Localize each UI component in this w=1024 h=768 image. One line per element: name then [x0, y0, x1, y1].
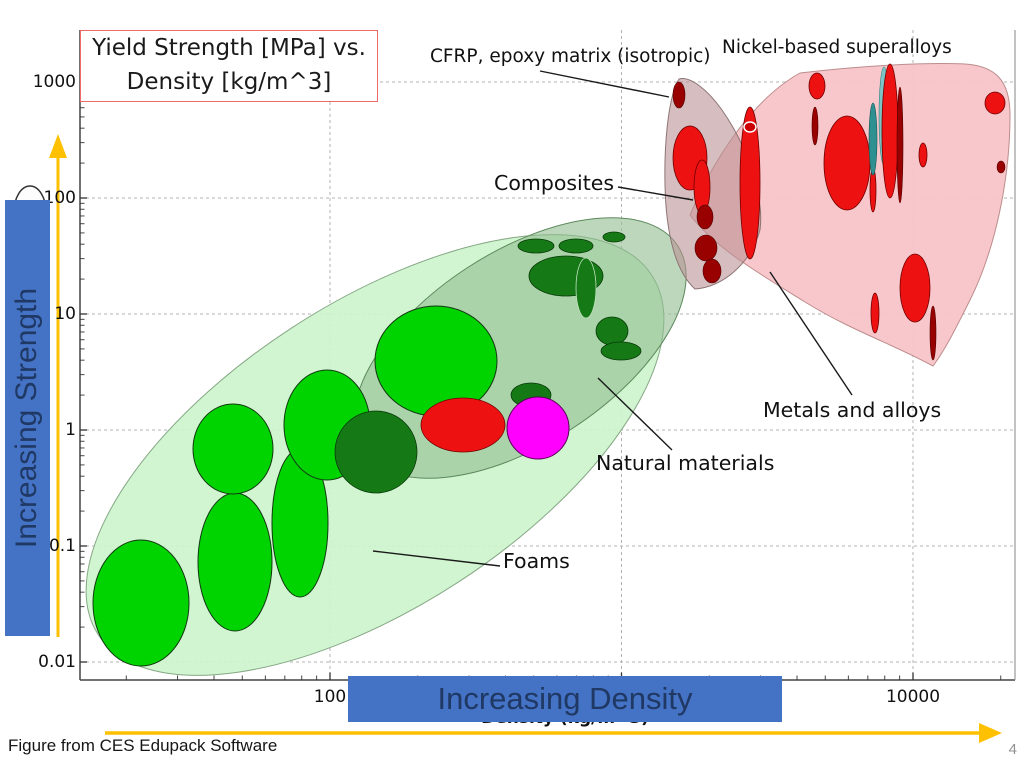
increasing-density-banner: Increasing Density	[348, 676, 782, 722]
increasing-strength-label: Increasing Strength	[10, 287, 44, 549]
natural-bubble	[334, 410, 418, 494]
chart-title-box: Yield Strength [MPa] vs. Density [kg/m^3…	[80, 30, 378, 102]
red-bubble-natural-zone	[420, 397, 506, 453]
strength-arrow-head	[49, 134, 67, 158]
metal-bubble	[870, 292, 880, 334]
natural-bubble	[600, 341, 642, 361]
composite-bubble	[694, 234, 718, 262]
natural-bubble	[595, 316, 629, 346]
metal-bubble	[808, 72, 826, 100]
increasing-density-label: Increasing Density	[437, 681, 693, 716]
foam-bubble	[92, 539, 190, 667]
composite-bubble	[702, 258, 722, 284]
composite-bubbles	[672, 81, 722, 284]
natural-material-bubbles	[334, 231, 642, 494]
foam-bubble	[197, 492, 273, 632]
metal-bubbles	[739, 63, 1006, 361]
metal-bubble	[996, 160, 1006, 174]
y-tick-1000: 1000	[32, 72, 76, 92]
metal-bubble	[899, 253, 931, 323]
metal-bubble	[739, 106, 761, 260]
natural-leader-line	[597, 377, 673, 451]
metal-bubble	[918, 142, 928, 168]
metal-bubble	[896, 86, 904, 204]
composites-leader-line	[617, 186, 694, 201]
magenta-bubble	[506, 396, 570, 460]
y-tick-0.01: 0.01	[38, 652, 76, 672]
annotation-natural-materials: Natural materials	[596, 451, 775, 475]
metals-leader-line	[769, 271, 853, 396]
y-tick-10: 10	[54, 304, 76, 324]
nickel-superalloy-bubble	[868, 102, 878, 176]
slide-footer: Figure from CES Edupack Software	[8, 736, 278, 755]
y-tick-100: 100	[43, 188, 76, 208]
metal-bubble	[743, 121, 757, 133]
page-number: 4	[1008, 741, 1017, 758]
metal-bubble	[984, 91, 1006, 115]
natural-bubble	[602, 231, 626, 243]
increasing-strength-banner: Increasing Strength	[5, 200, 50, 636]
chart-title-line2: Density [kg/m^3]	[126, 69, 332, 95]
natural-bubble	[558, 238, 594, 254]
metal-bubble	[823, 115, 871, 211]
annotation-metals-and-alloys: Metals and alloys	[763, 398, 942, 422]
natural-bubble	[517, 238, 555, 254]
x-tick-10000: 10000	[885, 687, 941, 707]
composite-bubble	[696, 204, 714, 230]
annotation-cfrp: CFRP, epoxy matrix (isotropic)	[430, 46, 711, 67]
y-tick-0.1: 0.1	[48, 536, 76, 556]
cfrp-leader-line	[539, 70, 670, 98]
metal-bubble	[929, 305, 937, 361]
annotation-composites: Composites	[494, 171, 615, 195]
chart-title-line1: Yield Strength [MPa] vs.	[92, 35, 366, 61]
cfrp-bubble	[672, 81, 686, 109]
density-arrow-head	[979, 723, 1002, 743]
foam-bubble	[192, 403, 274, 495]
metal-bubble	[811, 106, 819, 146]
annotation-foams: Foams	[503, 549, 570, 573]
annotation-leader-lines	[372, 70, 853, 567]
foam-bubbles	[92, 305, 498, 667]
natural-bubble	[575, 257, 597, 319]
increase-arrows	[49, 134, 1002, 743]
annotation-nickel-superalloys: Nickel-based superalloys	[722, 37, 952, 58]
metal-bubble	[881, 63, 899, 199]
foams-leader-line	[372, 550, 501, 567]
x-tick-100: 100	[313, 687, 347, 707]
y-tick-1: 1	[65, 420, 76, 440]
